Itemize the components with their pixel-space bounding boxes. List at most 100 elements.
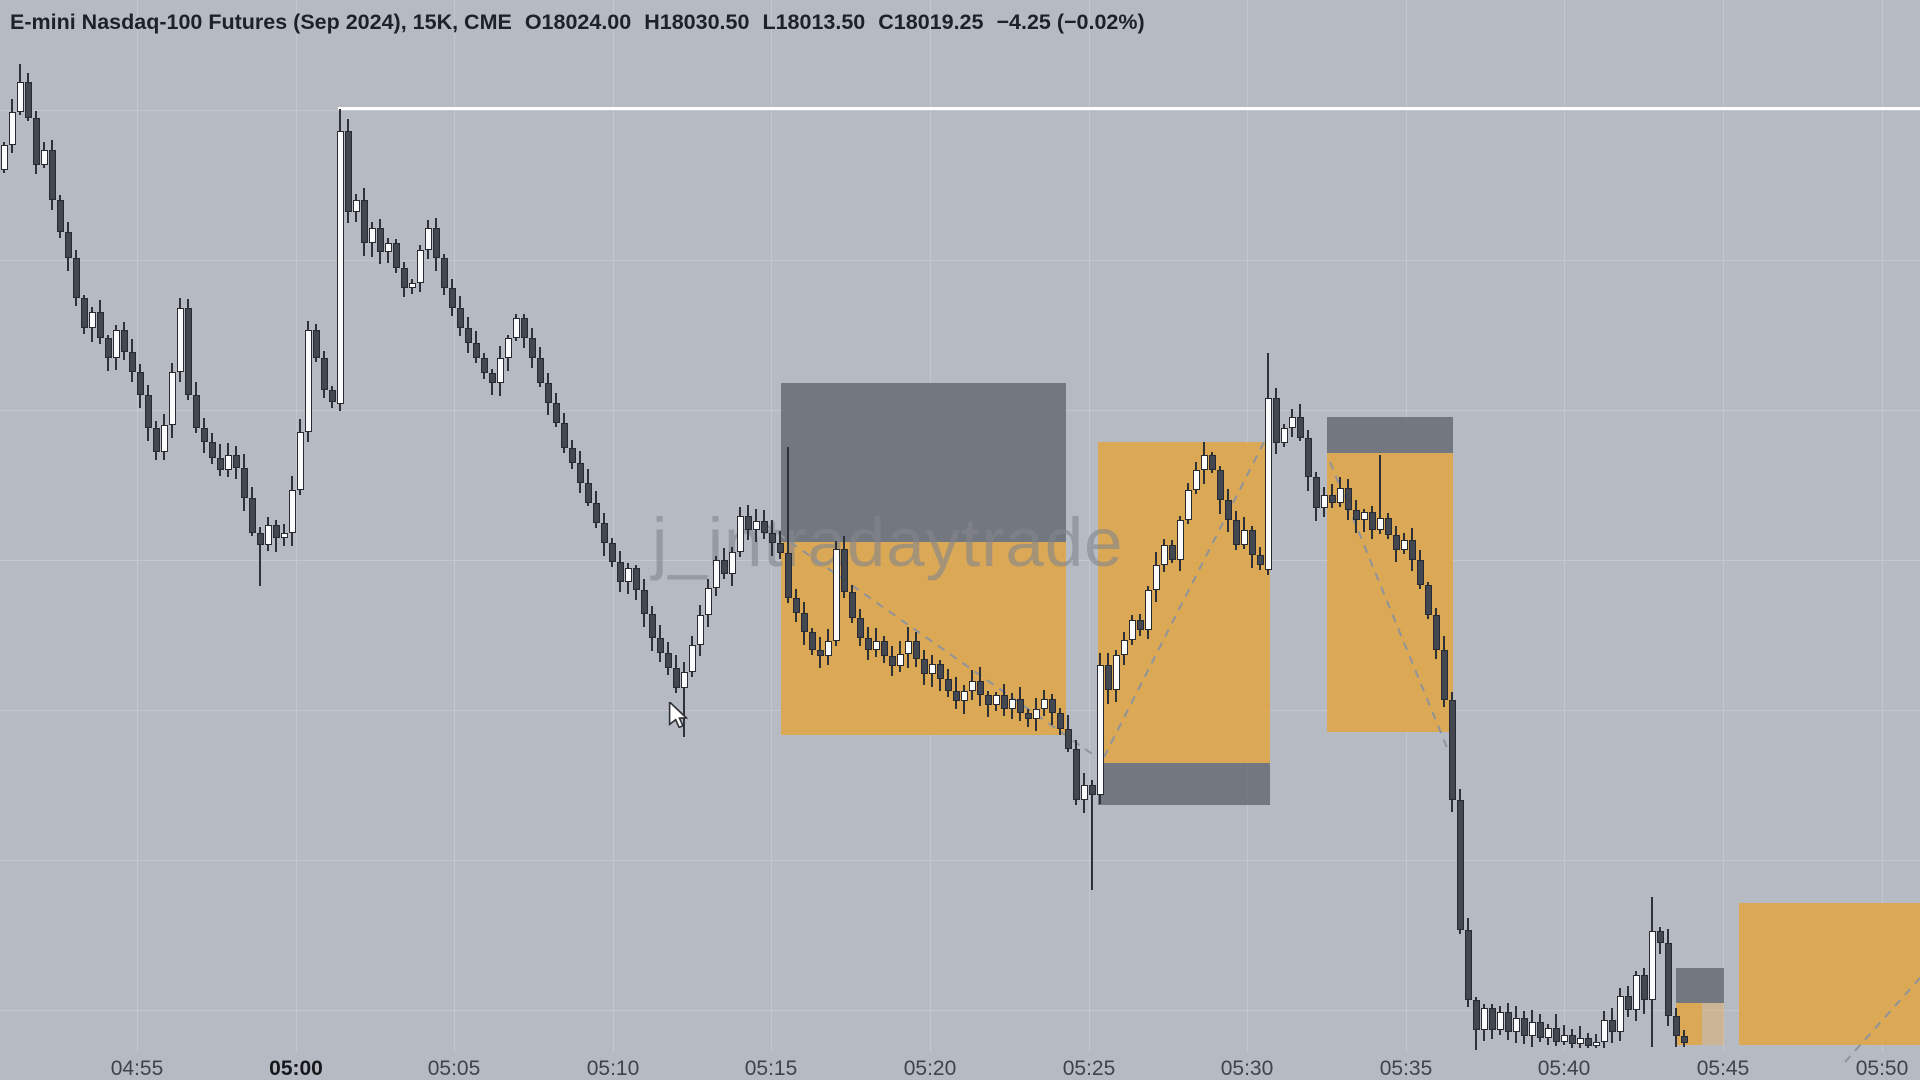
vertical-gridline — [613, 0, 614, 1052]
candle — [953, 691, 960, 701]
candle — [1, 145, 8, 170]
candle — [641, 590, 648, 614]
candle — [481, 358, 488, 373]
candle — [1585, 1038, 1592, 1046]
high-price-line[interactable] — [338, 107, 1920, 110]
change-value: −4.25 (−0.02%) — [996, 10, 1145, 34]
candle — [913, 641, 920, 659]
candle — [905, 641, 912, 654]
vertical-gridline — [296, 0, 297, 1052]
candle — [1177, 520, 1184, 560]
candle — [1161, 545, 1168, 565]
candle — [1153, 565, 1160, 590]
high-value: H18030.50 — [644, 10, 750, 34]
candle — [649, 614, 656, 638]
candle — [537, 358, 544, 383]
candle — [489, 373, 496, 383]
candle — [1521, 1018, 1528, 1036]
candle — [673, 668, 680, 688]
candle — [1617, 996, 1624, 1032]
mouse-cursor-icon — [668, 702, 689, 728]
candle — [281, 533, 288, 538]
zone-box-demand-zone-5[interactable] — [1739, 903, 1920, 1045]
candle — [385, 243, 392, 252]
candle — [841, 549, 848, 592]
zone-box-demand-zone-4[interactable] — [1676, 1003, 1702, 1045]
candle — [41, 150, 48, 165]
chart-legend-header[interactable]: E-mini Nasdaq-100 Futures (Sep 2024), 15… — [10, 10, 1158, 35]
candle — [1353, 510, 1360, 520]
candle — [1337, 488, 1344, 503]
horizontal-gridline — [0, 110, 1920, 111]
vertical-gridline — [137, 0, 138, 1052]
candle — [1105, 665, 1112, 690]
candle — [1081, 785, 1088, 800]
candle — [809, 632, 816, 650]
candle — [105, 338, 112, 358]
zone-box-supply-zone-4[interactable] — [1676, 968, 1724, 1003]
zone-box-supply-zone-1[interactable] — [781, 383, 1066, 542]
candle — [417, 250, 424, 283]
symbol-title[interactable]: E-mini Nasdaq-100 Futures (Sep 2024), 15… — [10, 10, 512, 34]
candle — [1401, 540, 1408, 550]
horizontal-gridline — [0, 860, 1920, 861]
candle — [377, 228, 384, 252]
candle — [313, 330, 320, 358]
candle — [793, 598, 800, 613]
candle — [1561, 1035, 1568, 1042]
candle — [1433, 615, 1440, 650]
vertical-gridline — [1089, 0, 1090, 1052]
candle — [657, 638, 664, 653]
candle — [1417, 560, 1424, 585]
zone-box-demand-zone-4b[interactable] — [1702, 1003, 1724, 1045]
candle — [17, 82, 24, 112]
candle — [785, 553, 792, 598]
candle — [465, 328, 472, 343]
candle — [497, 358, 504, 383]
candle — [1233, 520, 1240, 545]
candle — [393, 243, 400, 268]
candle — [817, 650, 824, 656]
candle — [1545, 1028, 1552, 1038]
vertical-gridline — [454, 0, 455, 1052]
candle — [553, 403, 560, 423]
candle — [1593, 1042, 1600, 1046]
candle-wick — [1363, 508, 1365, 532]
zone-box-demand-zone-2[interactable] — [1098, 442, 1270, 763]
candle — [873, 641, 880, 650]
candle — [633, 568, 640, 590]
candle — [209, 442, 216, 458]
candle — [129, 352, 136, 372]
candle-wick — [683, 662, 685, 737]
candle — [561, 423, 568, 448]
candle — [697, 615, 704, 645]
candle — [705, 588, 712, 615]
zone-box-supply-zone-2[interactable] — [1098, 763, 1270, 805]
candle — [169, 372, 176, 425]
candle — [337, 131, 344, 404]
candle — [1089, 785, 1096, 795]
zone-box-supply-zone-3[interactable] — [1327, 417, 1453, 453]
candle — [361, 200, 368, 243]
candle — [297, 432, 304, 490]
candle — [1321, 495, 1328, 508]
candle — [1265, 398, 1272, 570]
candle — [1577, 1038, 1584, 1044]
time-label-05-40: 05:40 — [1537, 1057, 1591, 1080]
candle — [457, 308, 464, 328]
candle — [977, 681, 984, 695]
candle — [1257, 555, 1264, 565]
candle-wick — [259, 526, 261, 586]
candle — [801, 613, 808, 632]
candle — [961, 691, 968, 701]
candle — [273, 525, 280, 538]
candle — [265, 525, 272, 545]
candle-wick — [1091, 780, 1093, 890]
candle — [1017, 699, 1024, 713]
close-value: C18019.25 — [878, 10, 984, 34]
candle-wick — [1595, 1033, 1597, 1048]
candle — [1513, 1018, 1520, 1032]
candle — [321, 358, 328, 390]
candle — [473, 343, 480, 358]
